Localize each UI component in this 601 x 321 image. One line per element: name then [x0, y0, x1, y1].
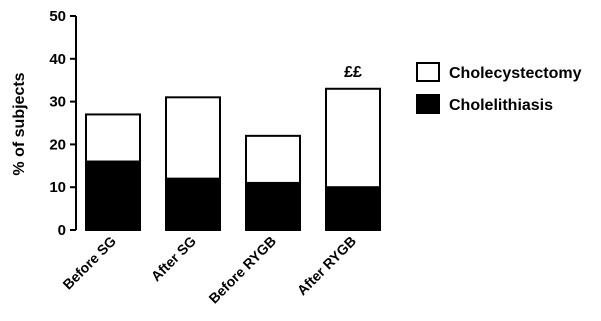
legend-swatch-cholelithiasis — [416, 94, 440, 114]
x-axis-labels: Before SG After SG Before RYGB After RYGB — [59, 233, 359, 307]
y-axis-title: % of subjects — [11, 72, 28, 175]
y-axis: 0 10 20 30 40 50 — [49, 8, 77, 239]
bar-cholecystectomy-2 — [245, 134, 301, 184]
bar-cholelithiasis-2 — [245, 181, 301, 231]
y-tick-label: 50 — [49, 8, 66, 25]
legend-label-cholelithiasis: Cholelithiasis — [449, 97, 553, 114]
x-category-label: Before RYGB — [205, 233, 279, 307]
bar-cholelithiasis-0 — [85, 160, 141, 232]
significance-annotation: ££ — [344, 64, 362, 81]
annotations: ££ — [344, 64, 362, 81]
bar-cholecystectomy-3 — [325, 87, 381, 189]
bars — [85, 87, 381, 232]
bar-cholelithiasis-1 — [165, 177, 221, 231]
legend-label-cholecystectomy: Cholecystectomy — [449, 65, 582, 82]
bar-cholecystectomy-0 — [85, 113, 141, 163]
bar-cholecystectomy-1 — [165, 96, 221, 180]
y-tick-label: 20 — [49, 136, 66, 153]
legend: Cholecystectomy Cholelithiasis — [416, 62, 582, 114]
y-tick-label: 30 — [49, 94, 66, 111]
y-tick-label: 0 — [58, 222, 66, 239]
x-category-label: After SG — [148, 233, 200, 285]
bar-cholelithiasis-3 — [325, 186, 381, 231]
y-tick-label: 40 — [49, 51, 66, 68]
y-tick-label: 10 — [49, 179, 66, 196]
x-category-label: After RYGB — [294, 233, 359, 298]
x-category-label: Before SG — [59, 233, 119, 293]
legend-swatch-cholecystectomy — [416, 62, 440, 82]
